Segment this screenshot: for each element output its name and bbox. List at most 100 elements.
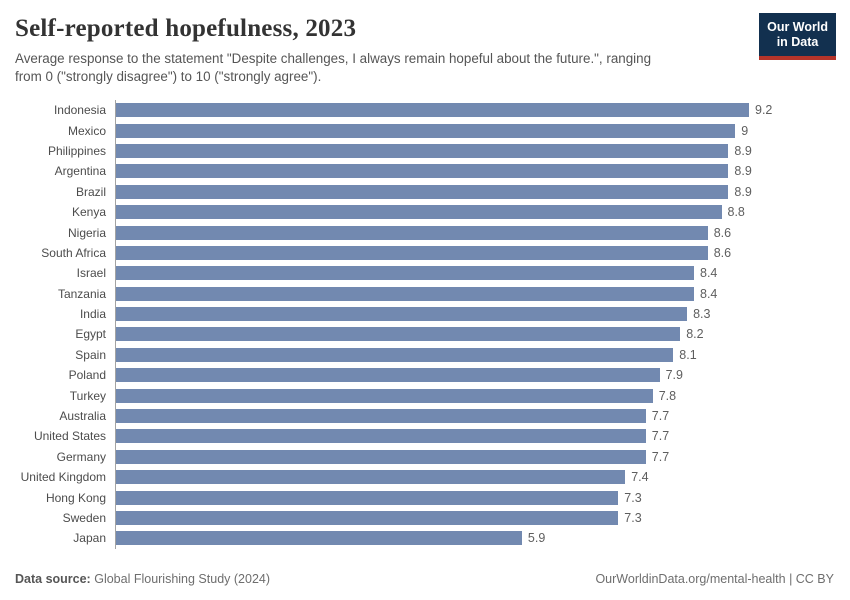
bar-united-states[interactable] (116, 429, 646, 444)
bar-nigeria[interactable] (116, 225, 708, 240)
bar-poland[interactable] (116, 368, 660, 383)
bar-kenya[interactable] (116, 205, 722, 220)
value-label: 7.4 (631, 470, 649, 485)
value-label: 7.3 (624, 511, 642, 525)
chart-row: United States 7.7 (14, 426, 836, 447)
data-source-label: Data source: (15, 572, 91, 586)
bar-track: 8.8 (115, 201, 836, 223)
value-label: 8.2 (686, 327, 704, 342)
bar-tanzania[interactable] (116, 286, 694, 301)
value-label: 8.1 (679, 347, 697, 362)
bar-track: 7.7 (115, 426, 836, 447)
chart-row: Germany 7.7 (14, 446, 836, 468)
value-label: 7.8 (658, 388, 677, 403)
value-label: 9.2 (755, 103, 773, 118)
value-label: 8.3 (693, 307, 711, 322)
country-label-brazil: Brazil (75, 184, 106, 199)
country-label-israel: Israel (76, 266, 106, 281)
chart-row: Nigeria 8.6 (14, 222, 836, 243)
owid-logo[interactable]: Our World in Data (759, 13, 836, 60)
value-label: 8.6 (713, 245, 732, 260)
chart-row: Hong Kong 7.3 (14, 487, 836, 508)
bar-track: 8.4 (115, 263, 836, 284)
bar-argentina[interactable] (116, 164, 729, 179)
bar-united-kingdom[interactable] (116, 470, 626, 485)
bar-india[interactable] (116, 307, 688, 322)
country-label-argentina: Argentina (54, 164, 106, 179)
bar-track: 9 (115, 120, 836, 141)
bar-australia[interactable] (116, 409, 646, 424)
bar-track: 7.7 (115, 446, 836, 468)
country-label-india: India (79, 307, 106, 322)
bar-track: 7.3 (115, 507, 836, 529)
bar-track: 8.1 (115, 344, 836, 366)
owid-logo-line2: in Data (776, 35, 819, 50)
chart-subtitle-line2: from 0 ("strongly disagree") to 10 ("str… (15, 69, 322, 84)
value-label: 8.6 (713, 225, 732, 240)
credit-link[interactable]: OurWorldinData.org/mental-health | CC BY (595, 572, 834, 586)
chart-row: Australia 7.7 (14, 405, 836, 427)
chart-row: Tanzania 8.4 (14, 283, 836, 304)
chart-row: Spain 8.1 (14, 344, 836, 366)
value-label: 8.4 (700, 286, 718, 301)
value-label: 7.7 (651, 449, 670, 464)
bar-track: 7.4 (115, 467, 836, 488)
bar-israel[interactable] (116, 266, 694, 281)
value-label: 5.9 (527, 531, 546, 546)
country-label-tanzania: Tanzania (57, 286, 106, 301)
chart-footer: Data source: Global Flourishing Study (2… (0, 572, 850, 600)
country-label-united-states: United States (33, 429, 106, 444)
bar-track: 8.9 (115, 161, 836, 182)
page-title: Self-reported hopefulness, 2023 (15, 15, 357, 42)
country-label-germany: Germany (56, 449, 106, 464)
chart-row: Poland 7.9 (14, 365, 836, 386)
country-label-australia: Australia (59, 409, 106, 424)
value-label: 7.3 (624, 490, 642, 505)
country-label-nigeria: Nigeria (67, 225, 106, 240)
country-label-hong-kong: Hong Kong (45, 490, 106, 505)
value-label: 7.7 (651, 429, 670, 444)
chart-row: Japan 5.9 (14, 528, 836, 549)
chart-row: Turkey 7.8 (14, 385, 836, 406)
bar-sweden[interactable] (116, 511, 619, 525)
chart-row: Israel 8.4 (14, 263, 836, 284)
value-label: 9 (741, 123, 749, 138)
country-label-united-kingdom: United Kingdom (20, 470, 106, 485)
bar-egypt[interactable] (116, 327, 681, 342)
country-label-indonesia: Indonesia (53, 103, 106, 118)
value-label: 8.9 (734, 184, 752, 199)
bar-turkey[interactable] (116, 388, 653, 403)
value-label: 8.9 (734, 143, 752, 158)
chart-row: Mexico 9 (14, 120, 836, 141)
chart-row: South Africa 8.6 (14, 242, 836, 264)
bar-track: 8.6 (115, 222, 836, 243)
bar-indonesia[interactable] (116, 103, 749, 118)
bar-germany[interactable] (116, 449, 646, 464)
bar-spain[interactable] (116, 347, 674, 362)
chart-subtitle: Average response to the statement "Despi… (15, 50, 834, 86)
value-label: 8.4 (700, 266, 718, 281)
bar-japan[interactable] (116, 531, 522, 546)
chart-row: Egypt 8.2 (14, 324, 836, 345)
bar-chart: Indonesia 9.2 Mexico 9 Philippines 8.9 Argenti… (14, 100, 836, 549)
bar-track: 8.2 (115, 324, 836, 345)
value-label: 8.9 (734, 164, 752, 179)
value-label: 7.7 (651, 409, 670, 424)
bar-philippines[interactable] (116, 143, 729, 158)
chart-row: Sweden 7.3 (14, 507, 836, 529)
bar-south-africa[interactable] (116, 245, 708, 260)
bar-brazil[interactable] (116, 184, 729, 199)
data-source: Data source: Global Flourishing Study (2… (15, 572, 270, 586)
bar-track: 7.3 (115, 487, 836, 508)
bar-track: 8.9 (115, 140, 836, 162)
country-label-poland: Poland (68, 368, 106, 383)
bar-track: 7.9 (115, 365, 836, 386)
bar-hong-kong[interactable] (116, 490, 619, 505)
bar-track: 7.8 (115, 385, 836, 406)
bar-track: 8.6 (115, 242, 836, 264)
bar-track: 8.3 (115, 303, 836, 325)
country-label-south-africa: South Africa (41, 245, 106, 260)
chart-row: Indonesia 9.2 (14, 100, 836, 121)
bar-mexico[interactable] (116, 123, 736, 138)
value-label: 7.9 (665, 368, 683, 383)
